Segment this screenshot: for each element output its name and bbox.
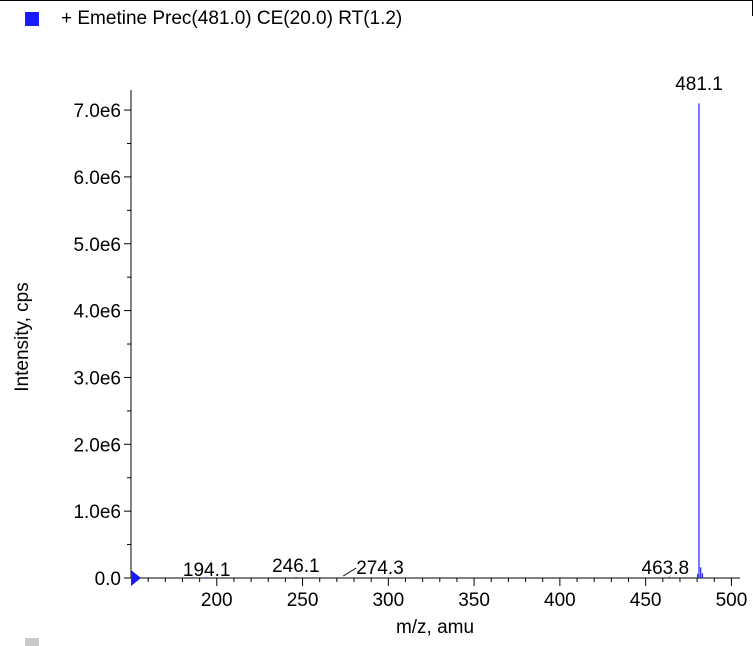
- x-tick-label: 400: [544, 590, 576, 611]
- bottom-legend-swatch: [25, 638, 39, 646]
- y-axis-title: Intensity, cps: [12, 282, 33, 391]
- y-tick-label: 3.0e6: [73, 368, 121, 389]
- peak-label: 463.8: [642, 558, 690, 579]
- x-axis: 200 250 300 350 400 450 500: [131, 577, 748, 611]
- legend: + Emetine Prec(481.0) CE(20.0) RT(1.2): [25, 5, 402, 33]
- peak-label: 246.1: [272, 556, 320, 577]
- x-tick-label: 250: [287, 590, 319, 611]
- y-tick-label: 6.0e6: [73, 168, 121, 189]
- y-tick-label: 2.0e6: [73, 435, 121, 456]
- spectrum-peaks: [206, 103, 704, 578]
- peak-leader-line: [342, 567, 357, 577]
- peak-label: 194.1: [183, 560, 231, 581]
- peak-label: 274.3: [356, 558, 404, 579]
- top-border: [0, 0, 753, 1]
- peak-label: 481.1: [675, 74, 723, 95]
- legend-label: + Emetine Prec(481.0) CE(20.0) RT(1.2): [61, 8, 403, 29]
- legend-swatch[interactable]: [25, 12, 39, 26]
- x-axis-title: m/z, amu: [396, 617, 474, 638]
- x-tick-label: 300: [372, 590, 404, 611]
- y-axis-origin-marker[interactable]: [131, 570, 141, 586]
- y-tick-label: 5.0e6: [73, 235, 121, 256]
- x-tick-label: 350: [458, 590, 490, 611]
- x-tick-label: 200: [201, 590, 233, 611]
- x-tick-label: 500: [716, 590, 748, 611]
- y-tick-label: 7.0e6: [73, 101, 121, 122]
- x-tick-label: 450: [630, 590, 662, 611]
- y-tick-label: 1.0e6: [73, 502, 121, 523]
- y-tick-label: 0.0: [95, 569, 121, 590]
- peak-labels: 194.1 246.1 274.3 463.8 481.1: [183, 74, 723, 581]
- y-tick-label: 4.0e6: [73, 302, 121, 323]
- y-axis: 0.0 1.0e6 2.0e6 3.0e6 4.0e6 5.0e6 6.0e6 7.0e6: [73, 90, 132, 590]
